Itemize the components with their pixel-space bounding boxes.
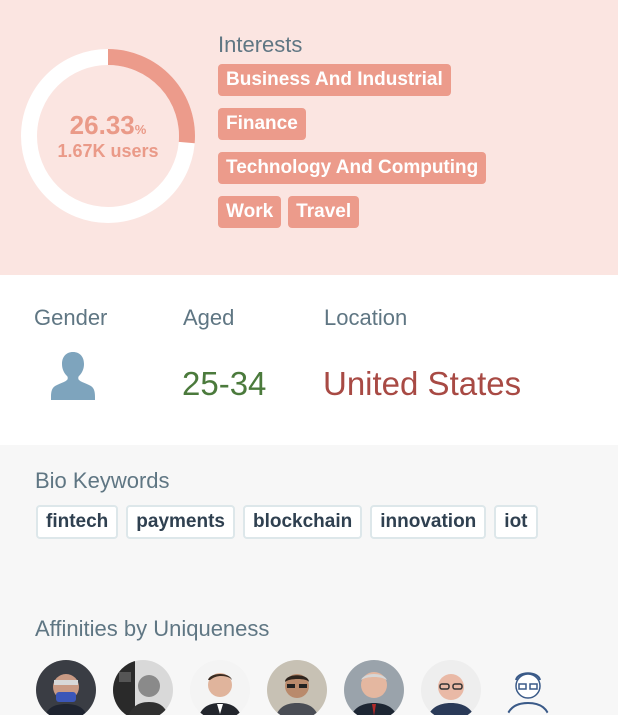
location-label: Location: [324, 305, 408, 330]
interest-tag[interactable]: Finance: [218, 108, 306, 140]
segment-panel: 26.33% 1.67K users Interests Business An…: [0, 0, 618, 275]
keyword-chip[interactable]: fintech: [36, 505, 119, 539]
avatar[interactable]: [36, 660, 96, 715]
interest-tag[interactable]: Technology And Computing: [218, 152, 487, 184]
bio-keywords-list: fintech payments blockchain innovation i…: [36, 505, 538, 539]
segment-percent: 26.33: [69, 110, 135, 140]
demographics-panel: Gender Aged Location 25-34 United States: [0, 275, 618, 445]
keyword-chip[interactable]: innovation: [370, 505, 487, 539]
bio-keywords-heading: Bio Keywords: [35, 468, 170, 493]
gender-label: Gender: [34, 305, 108, 330]
avatar[interactable]: [190, 660, 250, 715]
interests-heading: Interests: [218, 32, 303, 57]
avatar[interactable]: [113, 660, 173, 715]
percent-symbol: %: [134, 122, 147, 137]
affinity-avatars: [36, 660, 558, 715]
segment-users: 1.67K users: [57, 141, 159, 161]
interest-tag[interactable]: Business And Industrial: [218, 64, 451, 96]
aged-label: Aged: [183, 305, 235, 330]
donut-center-label: 26.33% 1.67K users: [20, 110, 196, 162]
keyword-chip[interactable]: payments: [126, 505, 235, 539]
location-value: United States: [323, 365, 522, 402]
avatar[interactable]: [344, 660, 404, 715]
keyword-chip[interactable]: blockchain: [242, 505, 363, 539]
avatar[interactable]: [498, 660, 558, 715]
donut-arc: [107, 49, 195, 144]
avatar[interactable]: [267, 660, 327, 715]
aged-value: 25-34: [182, 365, 267, 402]
segment-donut-chart: [21, 49, 195, 223]
keyword-chip[interactable]: iot: [494, 505, 538, 539]
user-silhouette-icon: [51, 352, 95, 400]
avatar[interactable]: [421, 660, 481, 715]
interest-tags: Business And Industrial Finance Technolo…: [218, 64, 598, 240]
affinities-heading: Affinities by Uniqueness: [35, 616, 270, 641]
interest-tag[interactable]: Work: [218, 196, 282, 228]
interest-tag[interactable]: Travel: [288, 196, 360, 228]
